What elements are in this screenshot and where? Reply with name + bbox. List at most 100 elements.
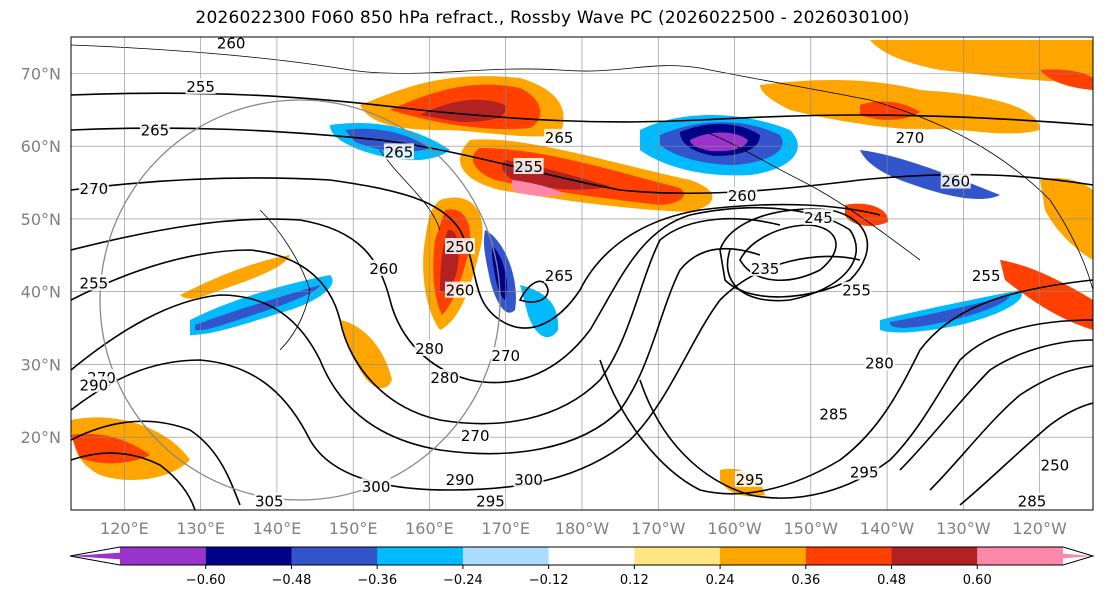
contour-label-bg	[78, 179, 109, 196]
contour-label-bg	[185, 77, 216, 94]
colorbar-tick-label: −0.24	[443, 573, 483, 588]
contour-label-bg	[734, 470, 765, 487]
colorbar-tick-label: −0.48	[272, 573, 312, 588]
contour-label-bg	[849, 463, 880, 480]
contour-label-bg	[1039, 456, 1070, 473]
contour-label: 280	[415, 340, 444, 358]
refractivity-contours	[71, 92, 1093, 510]
contour-label: 250	[446, 238, 475, 256]
colorbar-tick-label: 0.36	[791, 573, 820, 588]
colorbar-swatch	[462, 547, 550, 565]
contour-label: 305	[255, 493, 284, 511]
colorbar-tick-label: 0.12	[620, 573, 649, 588]
contour-label-bg	[818, 405, 849, 422]
map-title: 2026022300 F060 850 hPa refract., Rossby…	[195, 8, 910, 28]
lon-tick-label: 140°W	[860, 519, 915, 538]
contour-label-bg	[1016, 492, 1047, 509]
contour-label-bg	[368, 259, 399, 276]
contour-label: 260	[369, 260, 398, 278]
contour-label: 260	[728, 187, 757, 205]
contour-label: 265	[141, 122, 170, 140]
colorbar-swatch	[291, 547, 378, 565]
contour-label-bg	[444, 470, 475, 487]
contour-label: 290	[446, 471, 475, 489]
colorbar-swatch	[377, 547, 464, 565]
contour-label: 270	[461, 427, 490, 445]
reference-circle	[99, 99, 501, 501]
contour-label-bg	[544, 128, 575, 145]
lon-tick-label: 150°E	[329, 519, 378, 538]
contour-label-bg	[513, 470, 544, 487]
contour-label-bg	[544, 267, 575, 284]
contour-label-bg	[78, 376, 109, 393]
lon-tick-label: 120°W	[1012, 519, 1067, 538]
lon-tick-label: 140°E	[253, 519, 302, 538]
colorbar-tick-label: −0.36	[357, 573, 397, 588]
colorbar-swatch	[720, 547, 807, 565]
lon-tick-label: 180°W	[555, 519, 610, 538]
lon-tick-label: 160°E	[405, 519, 454, 538]
colorbar-tick-label: 0.60	[963, 573, 992, 588]
contour-label: 280	[430, 369, 459, 387]
contour-label: 260	[217, 34, 246, 52]
colorbar-outline	[69, 546, 1095, 566]
colorbar-swatch	[548, 547, 635, 565]
contour-label: 270	[80, 180, 109, 198]
contour-label-bg	[429, 369, 460, 386]
contour-label: 295	[735, 471, 764, 489]
contour-label: 260	[446, 282, 475, 300]
contour-label-bg	[216, 34, 247, 51]
lat-tick-label: 50°N	[21, 210, 61, 229]
contour-label: 285	[819, 405, 848, 423]
contour-label: 245	[804, 209, 833, 227]
contour-label: 280	[865, 354, 894, 372]
lat-tick-label: 20°N	[21, 428, 61, 447]
colorbar-tick-label: 0.24	[706, 573, 735, 588]
colorbar-swatch	[891, 547, 978, 565]
colorbar: −0.60 −0.48 −0.36 −0.24 −0.12 0.12 0.24 0.36 0.4…	[69, 546, 1095, 588]
colorbar-swatch	[634, 547, 721, 565]
contour-label: 295	[850, 464, 879, 482]
contour-label: 260	[941, 173, 970, 191]
colorbar-tick-label: 0.48	[877, 573, 906, 588]
lat-tick-label: 60°N	[21, 137, 61, 156]
latitude-labels: 70°N 60°N 50°N 40°N 30°N 20°N	[21, 64, 61, 447]
lon-tick-label: 170°E	[481, 519, 530, 538]
lon-tick-label: 160°W	[707, 519, 762, 538]
contour-label: 285	[1018, 493, 1047, 511]
contour-label-bg	[383, 143, 414, 160]
colorbar-swatch	[977, 547, 1093, 565]
contour-label: 255	[80, 274, 109, 292]
contour-label: 255	[842, 282, 871, 300]
graticule	[71, 37, 1093, 510]
contour-label: 300	[514, 471, 543, 489]
contour-label-bg	[139, 121, 170, 138]
contour-label: 265	[385, 143, 414, 161]
contour-label-bg	[803, 208, 834, 225]
lat-tick-label: 40°N	[21, 283, 61, 302]
contour-label-bg	[727, 187, 758, 204]
contour-label-bg	[894, 128, 925, 145]
contour-label-bg	[490, 347, 521, 364]
lat-tick-label: 30°N	[21, 355, 61, 374]
colorbar-swatch	[805, 547, 893, 565]
lon-tick-label: 150°W	[784, 519, 839, 538]
contour-label-bg	[414, 339, 445, 356]
contour-label: 255	[972, 267, 1001, 285]
contour-label-bg	[444, 281, 475, 298]
lon-tick-label: 120°E	[100, 519, 149, 538]
contour-label-bg	[971, 267, 1002, 284]
colorbar-swatch	[205, 547, 292, 565]
lon-tick-label: 130°W	[936, 519, 991, 538]
colorbar-swatch	[70, 547, 206, 565]
contour-label-bg	[940, 172, 971, 189]
longitude-labels: 120°E 130°E 140°E 150°E 160°E 170°E 180°W 170°W…	[100, 519, 1067, 538]
contour-label: 255	[186, 78, 215, 96]
contour-label: 295	[476, 493, 505, 511]
contour-label: 290	[80, 376, 109, 394]
contour-label-bg	[361, 478, 392, 495]
map-frame	[70, 36, 1094, 511]
contour-labels: 2602552652702652652552602452702602352552…	[78, 34, 1070, 511]
contour-label: 250	[1041, 456, 1070, 474]
contour-label-bg	[460, 427, 491, 444]
